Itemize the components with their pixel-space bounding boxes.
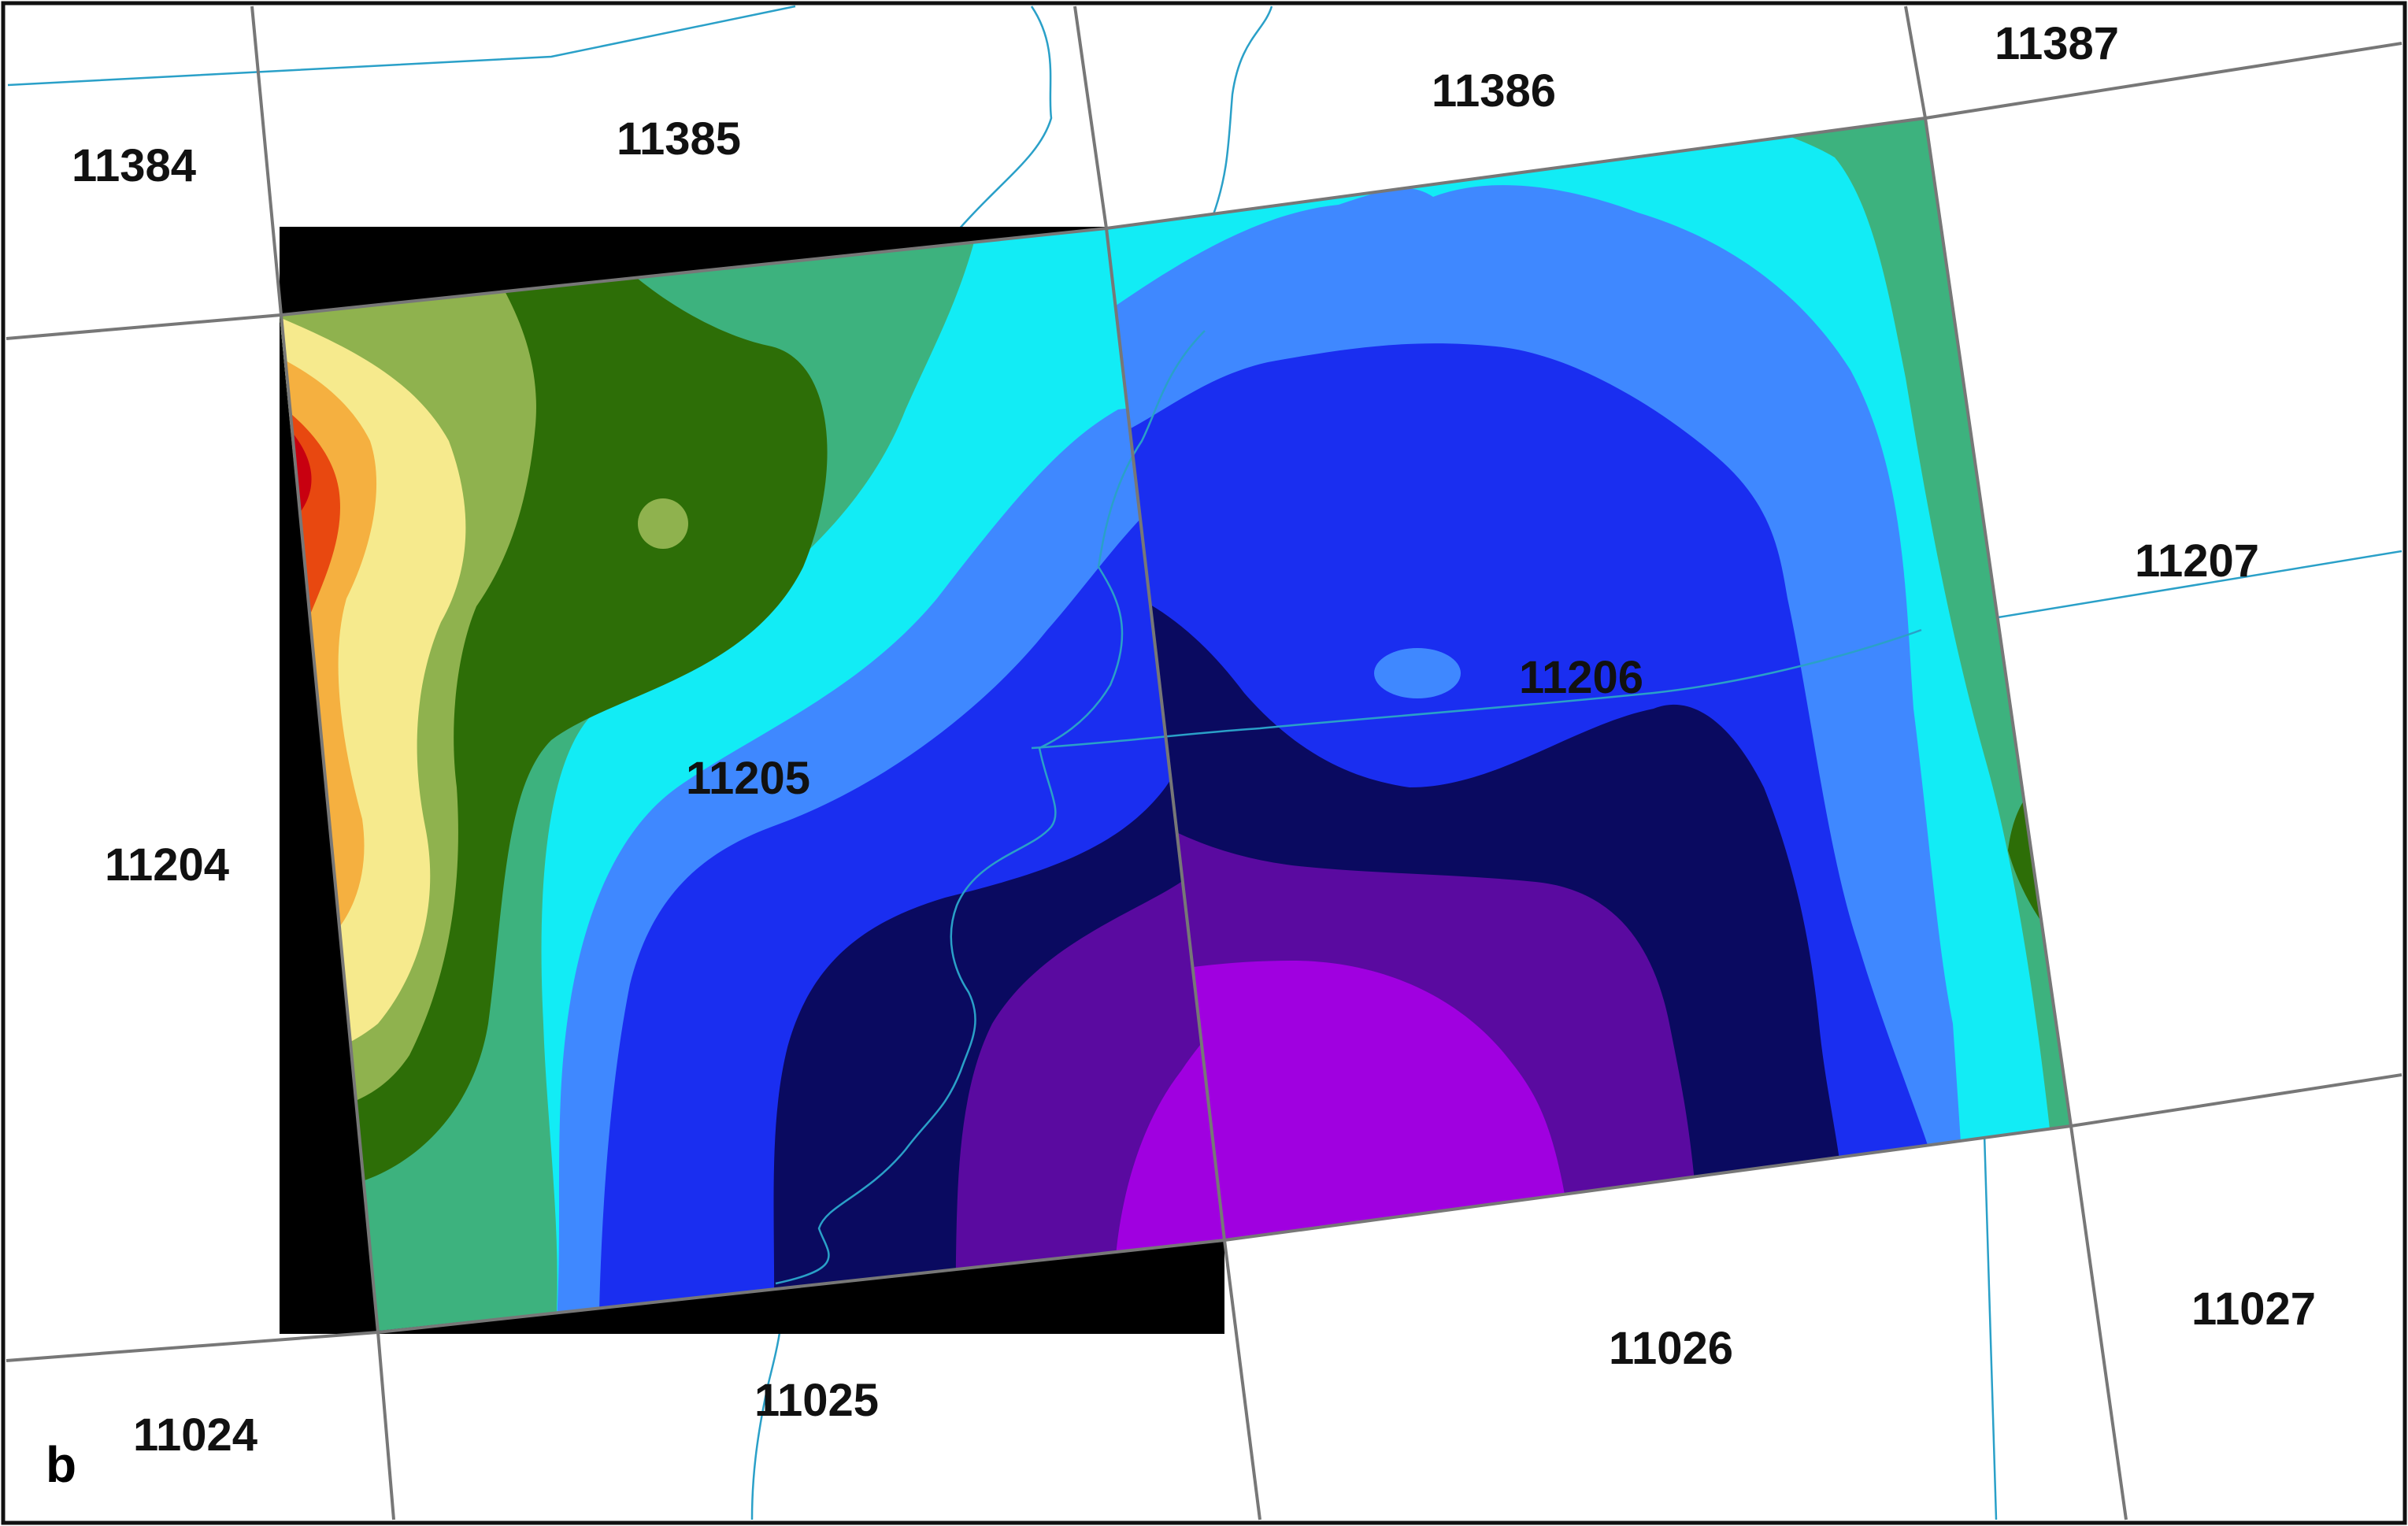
tile-grid: [6, 6, 2402, 1520]
river-southeast: [1983, 1133, 1998, 1520]
raster-river-lines: [775, 330, 1922, 1285]
tile-label-11025: 11025: [754, 1375, 879, 1426]
tile-label-11206: 11206: [1519, 652, 1643, 703]
river-top-right: [1211, 6, 1273, 217]
river-crossing: [1031, 628, 1922, 750]
tile-label-11387: 11387: [1995, 18, 2119, 69]
depression-patch: [1374, 648, 1461, 698]
river-east: [1921, 550, 2402, 632]
tile-label-11386: 11386: [1432, 65, 1556, 117]
river-top-center: [952, 6, 1053, 237]
tile-labels: 11384 11385 11386 11387 11204 11205 1120…: [72, 18, 2316, 1461]
river-tile-11205: [775, 330, 1206, 1285]
tile-label-11385: 11385: [617, 113, 741, 165]
tile-label-11205: 11205: [686, 753, 810, 804]
panel-label: b: [46, 1436, 76, 1493]
tile-label-11207: 11207: [2135, 535, 2259, 587]
tile-label-11204: 11204: [105, 839, 229, 891]
river-top-left: [7, 5, 796, 87]
river-lines: [7, 5, 2402, 1520]
tile-label-11384: 11384: [72, 140, 196, 191]
upland-patch: [638, 498, 688, 549]
tile-label-11026: 11026: [1609, 1323, 1733, 1374]
tile-label-11024: 11024: [133, 1409, 257, 1461]
tile-label-11027: 11027: [2191, 1283, 2316, 1335]
raster-tile-11206: [1106, 118, 2071, 1240]
